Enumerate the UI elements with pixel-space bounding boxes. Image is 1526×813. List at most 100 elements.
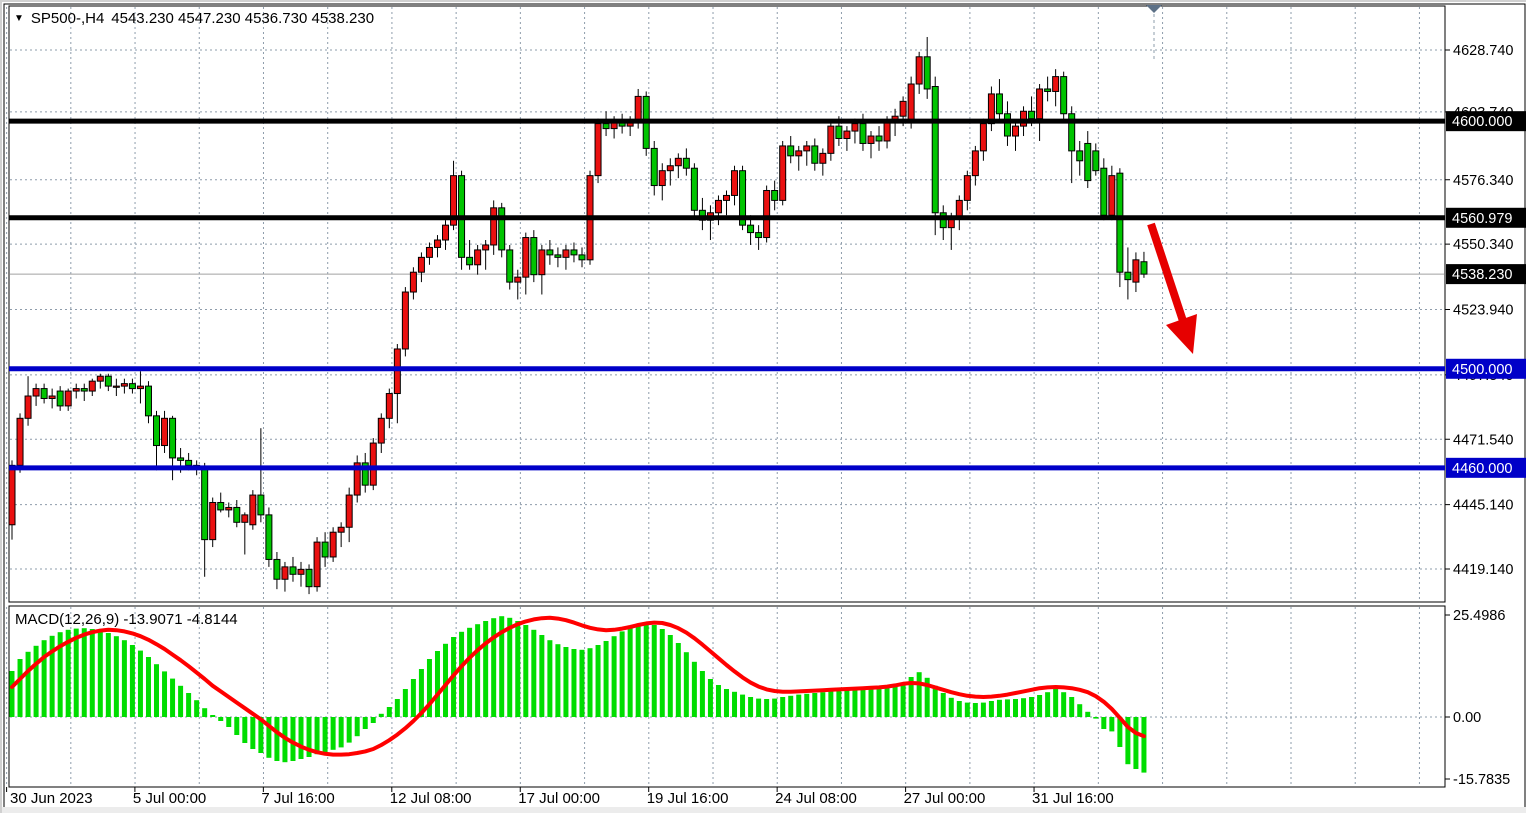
price-axis-label: 4576.340 xyxy=(1453,173,1513,189)
candle-bull xyxy=(433,239,441,248)
candle-bull xyxy=(425,246,433,258)
macd-histogram-bar xyxy=(443,643,449,717)
macd-histogram-bar xyxy=(218,717,224,721)
candle-bear xyxy=(570,249,578,256)
macd-histogram-bar xyxy=(250,717,256,749)
price-axis-label: 4628.740 xyxy=(1453,43,1513,59)
macd-histogram-bar xyxy=(699,671,705,717)
macd-histogram-bar xyxy=(868,689,874,717)
macd-histogram-bar xyxy=(852,689,858,717)
candle-bull xyxy=(337,526,345,533)
candle-bear xyxy=(466,256,474,266)
price-label-boxed: 4560.979 xyxy=(1452,211,1512,227)
candle-bull xyxy=(161,417,169,447)
macd-histogram-bar xyxy=(715,685,721,717)
macd-histogram-bar xyxy=(65,629,71,717)
macd-histogram-bar xyxy=(338,717,344,748)
candle-bear xyxy=(546,249,554,256)
macd-signal-line xyxy=(10,615,1146,757)
candle-bear xyxy=(875,135,883,142)
candle-bull xyxy=(722,194,730,201)
trend-arrow-head[interactable] xyxy=(1166,314,1197,354)
macd-histogram-bar xyxy=(659,629,665,717)
candle-bull xyxy=(442,224,450,241)
candle-bull xyxy=(482,244,490,251)
candle-bear xyxy=(1028,110,1036,120)
candle-bull xyxy=(779,145,787,201)
macd-histogram-bar xyxy=(394,699,400,717)
candle-bear xyxy=(602,123,610,130)
macd-histogram-bar xyxy=(418,669,424,717)
bottom-strip xyxy=(2,807,1526,813)
macd-histogram-bar xyxy=(129,645,135,717)
time-axis-label: 5 Jul 00:00 xyxy=(133,790,206,807)
candle-bear xyxy=(1100,167,1108,216)
candle-bull xyxy=(1012,125,1019,137)
macd-histogram-bar xyxy=(788,695,794,717)
macd-histogram-bar xyxy=(1013,699,1018,717)
macd-histogram-bar xyxy=(836,690,842,717)
candle-bull xyxy=(136,385,144,390)
candle-bull xyxy=(883,120,891,142)
macd-histogram-bar xyxy=(362,717,368,729)
candle-bear xyxy=(153,415,161,447)
macd-histogram-bar xyxy=(467,627,473,717)
candle-bull xyxy=(594,123,602,177)
macd-histogram-bar xyxy=(571,649,577,717)
macd-histogram-bar xyxy=(539,635,545,717)
candle-bull xyxy=(209,501,217,541)
candle-bull xyxy=(1036,88,1044,120)
candle-bear xyxy=(578,254,586,261)
macd-histogram-bar xyxy=(691,661,697,717)
price-axis-label: 4445.140 xyxy=(1453,498,1513,514)
macd-histogram-bar xyxy=(162,671,168,717)
candle-bull xyxy=(538,249,546,276)
candle-bull xyxy=(329,531,337,558)
macd-histogram-bar xyxy=(354,717,360,737)
candle-bull xyxy=(867,135,875,144)
time-axis-label: 30 Jun 2023 xyxy=(10,790,93,807)
candle-bull xyxy=(241,514,249,523)
trend-arrow-shaft[interactable] xyxy=(1147,222,1187,323)
macd-histogram-bar xyxy=(306,717,312,757)
macd-histogram-bar xyxy=(523,625,529,717)
macd-histogram-bar xyxy=(563,647,569,717)
candle-bull xyxy=(24,395,32,419)
candle-bull xyxy=(88,380,96,392)
candle-bear xyxy=(217,501,225,511)
time-axis-label: 24 Jul 08:00 xyxy=(775,790,857,807)
price-label-boxed: 4538.230 xyxy=(1452,267,1512,283)
candle-bear xyxy=(40,388,48,399)
macd-histogram-bar xyxy=(964,702,970,717)
candle-bull xyxy=(32,388,40,397)
macd-histogram-bar xyxy=(97,630,103,717)
macd-histogram-bar xyxy=(723,689,729,717)
candle-bull xyxy=(120,383,128,387)
candle-bear xyxy=(185,459,193,466)
macd-histogram-bar xyxy=(916,672,922,717)
candle-bull xyxy=(674,157,682,167)
macd-histogram-bar xyxy=(1021,698,1027,717)
macd-histogram-bar xyxy=(876,688,882,717)
candle-bull xyxy=(112,385,120,388)
symbol-period-label: SP500-,H4 xyxy=(30,10,105,27)
price-label-box xyxy=(1446,264,1526,285)
candle-bear xyxy=(1084,142,1092,182)
candle-bear xyxy=(787,145,795,157)
candle-bull xyxy=(450,175,458,226)
candle-bear xyxy=(811,145,819,164)
macd-histogram-bar xyxy=(234,717,240,735)
macd-histogram-bar xyxy=(980,702,986,717)
candle-bull xyxy=(795,150,803,157)
macd-histogram-bar xyxy=(266,717,272,758)
macd-histogram-bar xyxy=(1045,692,1051,717)
candle-bear xyxy=(1124,271,1132,281)
candle-bull xyxy=(634,95,642,122)
macd-histogram-bar xyxy=(370,717,376,723)
macd-histogram-bar xyxy=(507,617,513,717)
symbol-dropdown-icon[interactable]: ▼ xyxy=(14,12,24,24)
candle-bull xyxy=(96,375,104,382)
macd-histogram-bar xyxy=(194,700,200,717)
